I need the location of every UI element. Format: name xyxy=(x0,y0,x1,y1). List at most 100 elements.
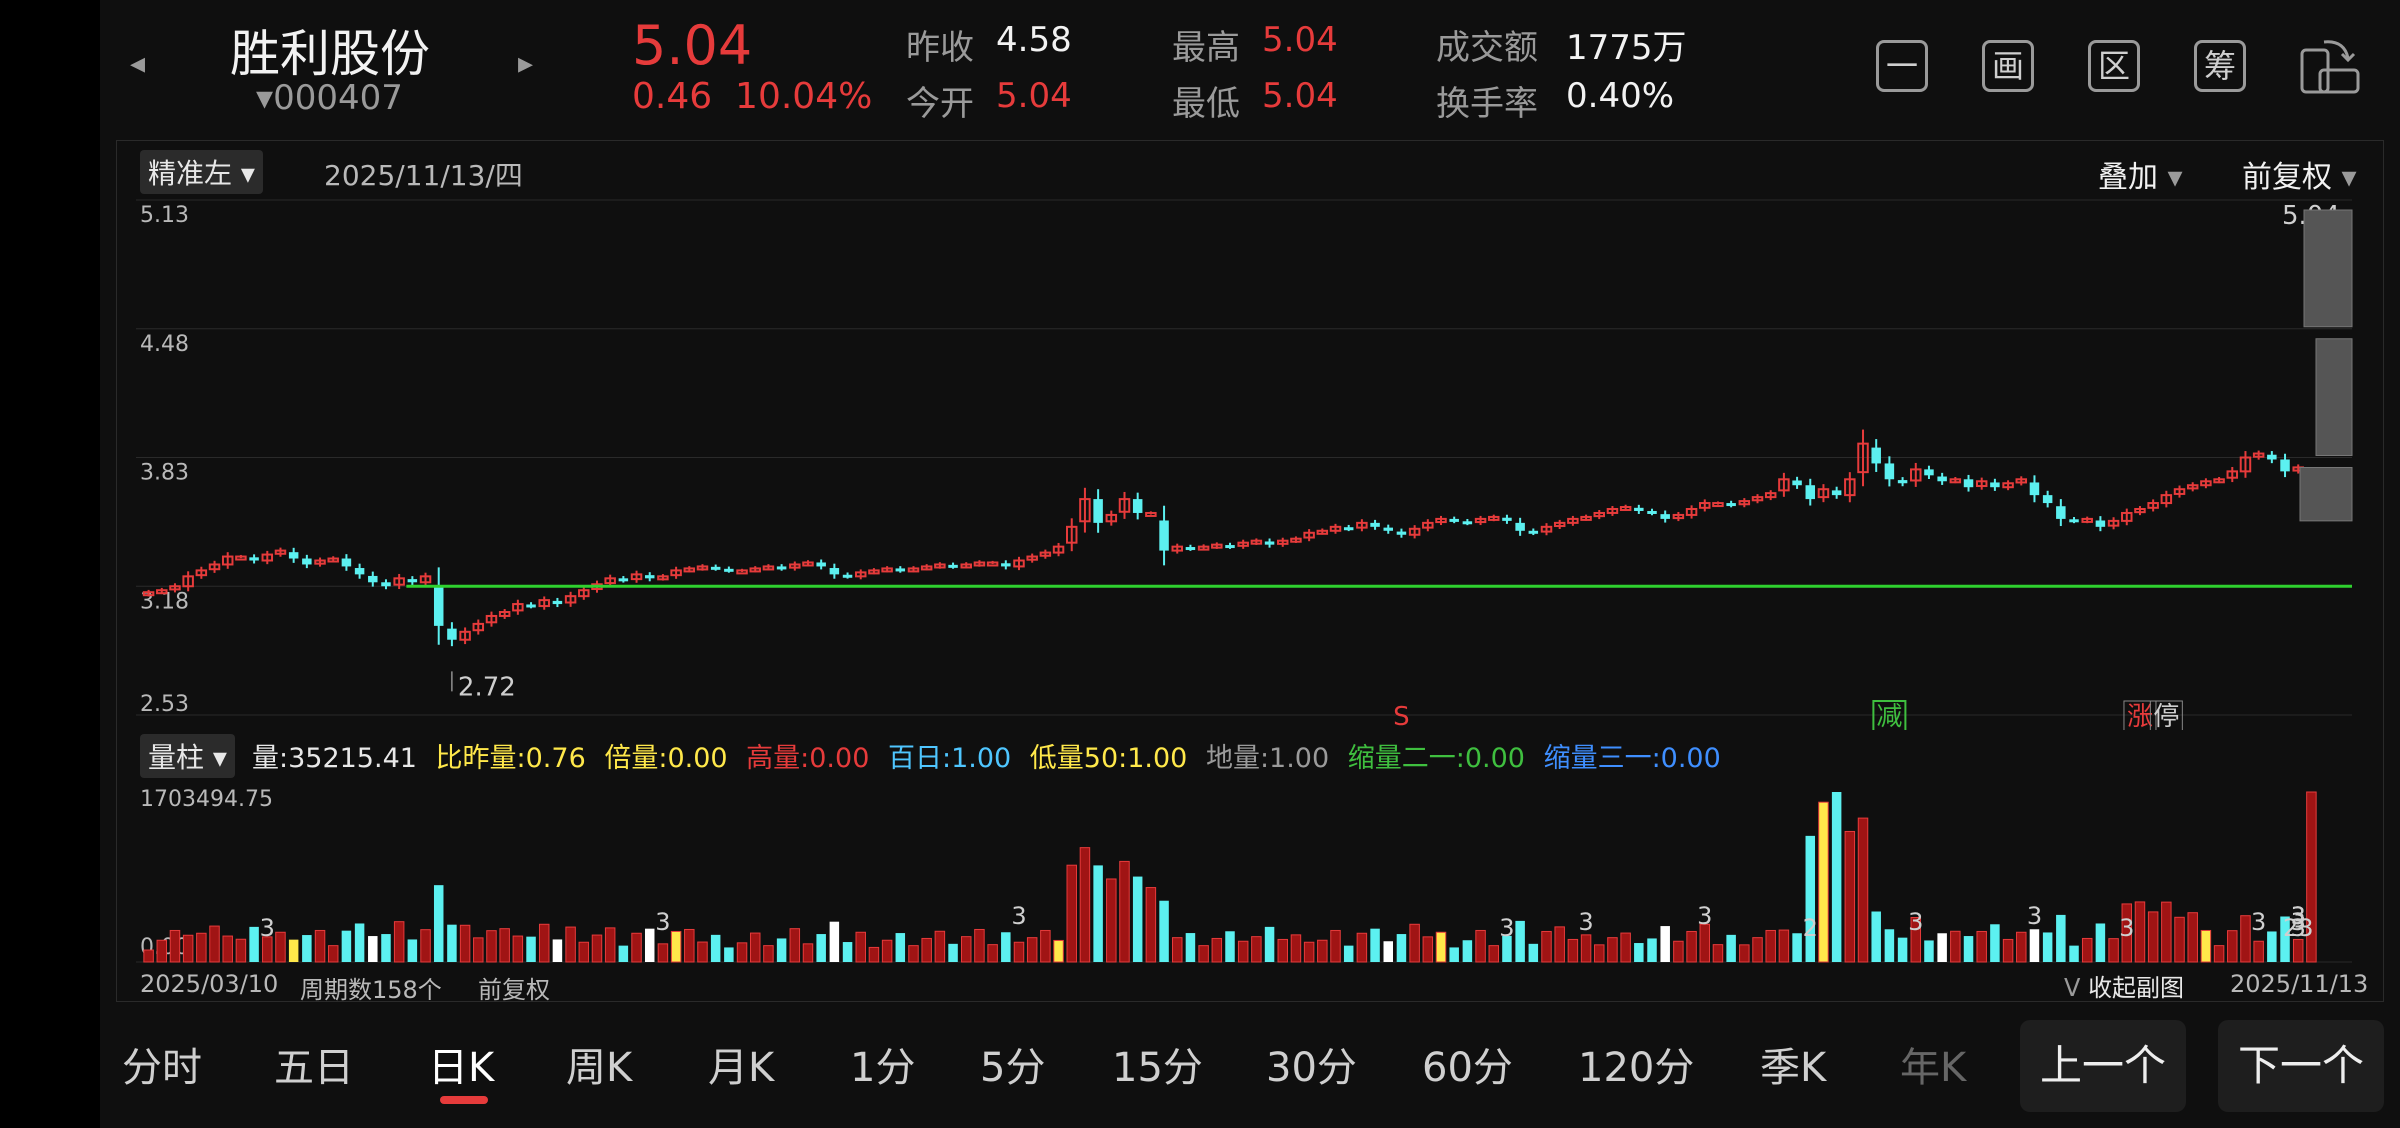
volume-bar xyxy=(2095,923,2106,962)
tab-monthly-k[interactable]: 月K xyxy=(708,1045,775,1091)
candle-body xyxy=(1606,508,1619,514)
prev-stock-button[interactable]: 上一个 xyxy=(2020,1020,2186,1112)
candle-body xyxy=(354,568,365,575)
volume-bar xyxy=(670,930,682,963)
candle-body xyxy=(1435,517,1447,524)
y-tick-label: 5.13 xyxy=(140,203,189,228)
footer-adjust: 前复权 xyxy=(478,976,550,1004)
volume-bar xyxy=(1831,792,1842,962)
candle-body xyxy=(2239,456,2252,473)
candle-body xyxy=(1871,447,1881,464)
volume-bar xyxy=(1752,937,1763,963)
prev-stock-arrow[interactable]: ◂ xyxy=(130,46,146,81)
volume-bar xyxy=(1976,930,1987,963)
candle-body xyxy=(1093,499,1103,523)
adjust-dropdown[interactable]: 前复权 ▾ xyxy=(2242,152,2357,196)
candle-body xyxy=(1118,498,1131,513)
candle-body xyxy=(2252,452,2265,458)
volume-bar xyxy=(1554,926,1565,963)
volume-bar xyxy=(657,943,669,963)
candle-body xyxy=(1949,478,1962,484)
tab-five-day[interactable]: 五日 xyxy=(274,1045,354,1091)
tab-60min[interactable]: 60分 xyxy=(1422,1045,1513,1091)
minimize-icon[interactable]: 一 xyxy=(1876,40,1928,92)
candle-body xyxy=(2015,478,2028,484)
volume-bar xyxy=(1303,941,1315,963)
volume-bar xyxy=(960,936,972,963)
tab-intraday[interactable]: 分时 xyxy=(122,1045,202,1091)
volume-bar xyxy=(934,930,946,963)
tab-5min[interactable]: 5分 xyxy=(980,1045,1046,1091)
rotate-screen-icon[interactable] xyxy=(2298,36,2362,96)
candle-body xyxy=(2280,459,2290,472)
candle-body xyxy=(552,600,563,605)
volume-chart[interactable]: 1703494.750.0033333323333333323 xyxy=(100,776,2400,966)
volume-bar xyxy=(1818,801,1829,963)
open-label: 今开 xyxy=(906,84,974,124)
chip-distribution-block xyxy=(2315,338,2353,456)
next-stock-button[interactable]: 下一个 xyxy=(2218,1020,2384,1112)
range-icon[interactable]: 区 xyxy=(2088,40,2140,92)
volume-bar xyxy=(433,885,444,962)
candle-body xyxy=(538,599,550,608)
draw-icon[interactable]: 画 xyxy=(1982,40,2034,92)
overlay-dropdown[interactable]: 叠加 ▾ xyxy=(2098,152,2183,196)
volume-bar xyxy=(1634,943,1644,962)
volume-mark-label: 23 xyxy=(2283,914,2314,942)
volume-indicators: 量:35215.41 比昨量:0.76 倍量:0.00 高量:0.00 百日:1… xyxy=(252,736,1721,775)
candle-body xyxy=(1884,463,1895,480)
volume-mark-label: 3 xyxy=(1908,908,1923,936)
volume-bar xyxy=(974,928,985,963)
volume-bar xyxy=(1145,887,1157,963)
tab-yearly-k[interactable]: 年K xyxy=(1900,1045,1967,1091)
volume-bar xyxy=(1185,933,1196,962)
collapse-subchart-button[interactable]: ᐯ 收起副图 xyxy=(2064,968,2184,1003)
volume-bar xyxy=(1449,947,1459,962)
amount-label: 成交额 xyxy=(1436,28,1538,68)
volume-bar xyxy=(2121,903,2133,963)
indicator-shrink21: 缩量二一:0.00 xyxy=(1347,743,1525,774)
volume-bar xyxy=(1963,936,1974,962)
candle-body xyxy=(802,561,814,567)
candlestick-chart[interactable]: 5.134.483.833.182.532.725.04S减涨停 xyxy=(100,190,2400,730)
volume-bar xyxy=(1805,835,1816,962)
volume-bar xyxy=(1370,928,1380,962)
volume-bar xyxy=(1383,941,1394,962)
candle-body xyxy=(1712,502,1724,508)
tab-15min[interactable]: 15分 xyxy=(1112,1045,1203,1091)
event-marker-box xyxy=(2149,700,2183,730)
candle-body xyxy=(2002,482,2014,489)
volume-bar xyxy=(1937,933,1947,962)
candle-body xyxy=(1225,545,1235,549)
tab-weekly-k[interactable]: 周K xyxy=(566,1045,633,1091)
tab-quarterly-k[interactable]: 季K xyxy=(1760,1045,1827,1091)
candle-body xyxy=(2147,502,2159,509)
volume-bar xyxy=(341,930,352,962)
volume-mode-label: 量柱 xyxy=(148,741,205,774)
tab-120min[interactable]: 120分 xyxy=(1578,1045,1695,1091)
volume-mark-label: 3 xyxy=(2119,914,2134,942)
volume-bar xyxy=(684,928,695,963)
tab-30min[interactable]: 30分 xyxy=(1266,1045,1357,1091)
prev-close-value: 4.58 xyxy=(996,20,1072,60)
candle-body xyxy=(1553,521,1566,528)
candle-body xyxy=(842,574,853,578)
period-count: 周期数158个 xyxy=(300,976,442,1004)
stock-code-dropdown[interactable]: ▾000407 xyxy=(256,78,403,118)
candle-body xyxy=(1937,476,1947,482)
volume-bar xyxy=(512,935,524,963)
tab-1min[interactable]: 1分 xyxy=(850,1045,916,1091)
overlay-label: 叠加 xyxy=(2098,160,2158,195)
volume-mode-dropdown[interactable]: 量柱 ▾ xyxy=(140,734,235,778)
candle-body xyxy=(1488,515,1500,521)
next-stock-arrow[interactable]: ▸ xyxy=(518,46,534,81)
event-marker: 减 xyxy=(1876,702,1902,730)
cursor-mode-dropdown[interactable]: 精准左 ▾ xyxy=(140,150,263,194)
chips-icon[interactable]: 筹 xyxy=(2194,40,2246,92)
candle-body xyxy=(195,569,208,577)
candle-body xyxy=(368,575,378,583)
candle-body xyxy=(1370,522,1380,527)
candle-body xyxy=(1910,468,1922,482)
tab-daily-k[interactable]: 日K xyxy=(428,1045,495,1091)
candle-body xyxy=(327,557,339,563)
